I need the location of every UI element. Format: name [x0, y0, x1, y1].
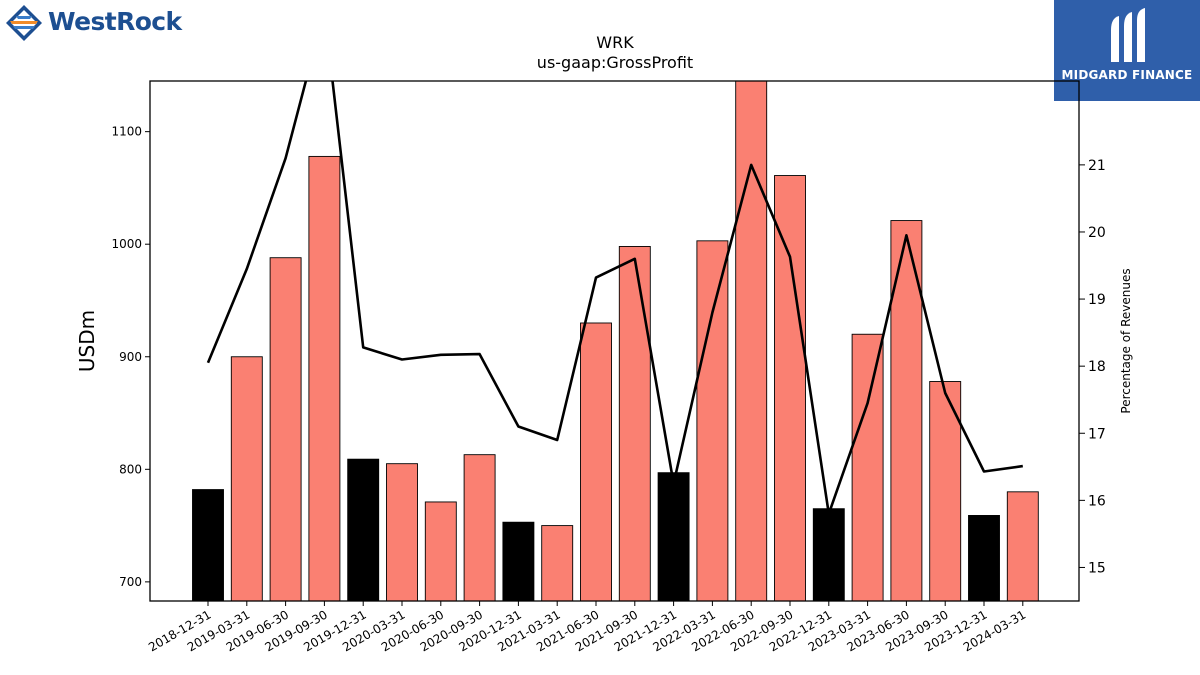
y-tick-label: 700 — [119, 575, 142, 589]
y2-tick-label: 17 — [1088, 426, 1106, 442]
y-tick-label: 800 — [119, 462, 142, 476]
bar-2022-03-31 — [696, 240, 729, 601]
y2-tick-label: 15 — [1088, 560, 1106, 576]
bar-2019-09-30 — [308, 155, 341, 601]
y-tick-label: 1100 — [111, 125, 142, 139]
bar-2020-12-31 — [502, 521, 535, 601]
bar-2020-03-31 — [386, 463, 418, 601]
bar-2022-09-30 — [774, 175, 806, 601]
midgard-finance-logo: MIDGARD FINANCE — [1054, 0, 1200, 101]
plot-frame — [149, 80, 1080, 602]
bar-2020-09-30 — [463, 454, 496, 601]
y2-axis-label: Percentage of Revenues — [1119, 268, 1133, 413]
bar-2023-09-30 — [929, 381, 962, 601]
bar-2019-12-31 — [347, 458, 380, 601]
y2-tick-label: 18 — [1088, 359, 1106, 375]
bar-2019-03-31 — [230, 356, 263, 601]
bar-2021-06-30 — [580, 322, 612, 601]
y2-tick-label: 19 — [1088, 292, 1106, 308]
bar-2019-06-30 — [269, 257, 302, 601]
bar-2021-03-31 — [541, 525, 574, 601]
y2-tick-label: 20 — [1088, 225, 1106, 241]
westrock-logo: WestRock — [0, 0, 190, 48]
midgard-m-icon — [1111, 8, 1145, 62]
y-axis-label: USDm — [75, 310, 99, 372]
y-tick-label: 1000 — [111, 237, 142, 251]
bar-2021-09-30 — [618, 246, 651, 601]
x-axis: 2018-12-312019-03-312019-06-302019-09-30… — [146, 601, 1028, 654]
bar-2023-12-31 — [968, 515, 1000, 601]
bar-2021-12-31 — [657, 472, 690, 601]
right-axis: 15 16 17 18 19 20 21 — [1079, 158, 1106, 576]
bar-2022-06-30 — [735, 81, 768, 601]
westrock-diamond-icon — [6, 5, 42, 41]
bar-2018-12-31 — [192, 489, 224, 601]
chart-subtitle: us-gaap:GrossProfit — [537, 53, 693, 72]
bar-2020-06-30 — [424, 501, 457, 601]
bar-series — [192, 81, 1039, 601]
y2-tick-label: 21 — [1088, 158, 1106, 174]
bar-2024-03-31 — [1006, 491, 1039, 601]
left-axis: 700 800 900 1000 1100 — [111, 125, 150, 589]
westrock-logo-text: WestRock — [48, 7, 182, 36]
y-tick-label: 900 — [119, 350, 142, 364]
bar-2022-12-31 — [812, 508, 845, 601]
chart-title: WRK — [596, 33, 634, 52]
y2-tick-label: 16 — [1088, 493, 1106, 509]
bar-2023-03-31 — [851, 333, 884, 601]
midgard-logo-text: MIDGARD FINANCE — [1061, 68, 1193, 82]
percentage-line — [206, 81, 1023, 516]
